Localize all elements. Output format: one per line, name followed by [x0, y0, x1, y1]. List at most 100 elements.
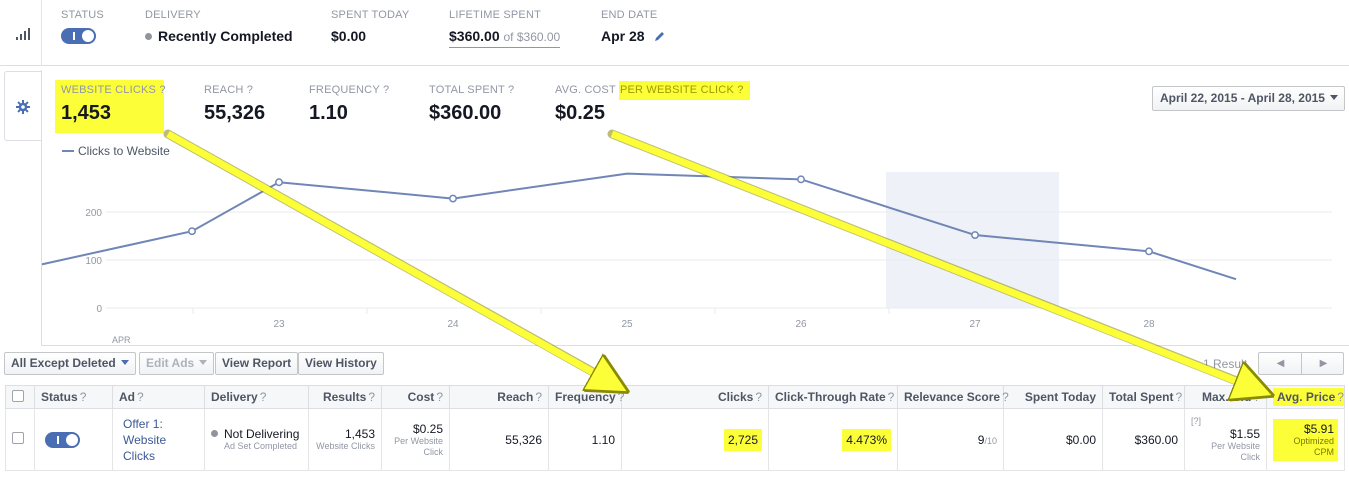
end-date-value: Apr 28 [601, 28, 645, 44]
header-relevance[interactable]: Relevance Score? [897, 385, 1009, 409]
metric-label-a: AVG. COST [555, 84, 616, 96]
row-reach: 55,326 [449, 408, 549, 471]
result-count: 1 Result [1203, 357, 1248, 371]
metric-label: FREQUENCY [309, 84, 380, 96]
max-bid-help[interactable]: [?] [1191, 416, 1202, 426]
header-label: Max. Bid [1201, 390, 1252, 404]
help-icon[interactable]: ? [259, 390, 267, 404]
metric-value: $0.25 [555, 102, 606, 124]
clicks-line-chart: 0 100 200 23 24 25 26 27 28 APR [42, 172, 1332, 345]
help-icon[interactable]: ? [1253, 390, 1260, 404]
header-ctr[interactable]: Click-Through Rate? [768, 385, 898, 409]
help-icon[interactable]: ? [137, 390, 144, 404]
ad-name-link[interactable]: Offer 1: Website Clicks [123, 416, 167, 463]
data-point [971, 231, 979, 239]
x-tick-label: 26 [795, 319, 807, 330]
help-icon[interactable]: ? [737, 84, 744, 96]
checkbox[interactable] [12, 432, 24, 444]
help-icon[interactable]: ? [617, 390, 625, 404]
lifetime-value: $360.00 [449, 28, 500, 44]
metric-value: 1.10 [309, 102, 348, 124]
delivery-label: DELIVERY [145, 9, 201, 21]
header-label: Reach [497, 390, 534, 404]
help-icon[interactable]: ? [159, 84, 166, 96]
header-spent-today[interactable]: Spent Today [1003, 385, 1103, 409]
edit-ads-button[interactable]: Edit Ads [139, 352, 215, 375]
header-status[interactable]: Status? [34, 385, 113, 409]
help-icon[interactable]: ? [436, 390, 443, 404]
header-avg-price[interactable]: Avg. Price? [1266, 385, 1345, 409]
row-select[interactable] [5, 408, 35, 471]
status-label: STATUS [61, 9, 104, 21]
help-icon[interactable]: ? [1175, 390, 1183, 404]
help-icon[interactable]: ? [1337, 390, 1344, 404]
metric-value: $360.00 [429, 102, 502, 124]
gear-icon [16, 100, 30, 114]
status-toggle[interactable] [45, 431, 80, 448]
delivery-value: Recently Completed [158, 28, 293, 44]
results-sub: Website Clicks [316, 441, 375, 451]
help-icon[interactable]: ? [1002, 390, 1009, 404]
delivery-sub: Ad Set Completed [224, 441, 298, 451]
status-stat: STATUS [61, 9, 104, 44]
help-icon[interactable]: ? [887, 390, 895, 404]
header-clicks[interactable]: Clicks? [621, 385, 769, 409]
x-tick-label: 24 [447, 319, 459, 330]
data-point [275, 178, 283, 187]
spent-today-stat: SPENT TODAY $0.00 [331, 9, 409, 44]
header-total-spent[interactable]: Total Spent? [1102, 385, 1185, 409]
pager: ◀ ▶ [1258, 352, 1344, 375]
header-select-all[interactable] [5, 385, 35, 409]
pencil-icon[interactable] [654, 31, 665, 42]
results-value: 1,453 [344, 427, 375, 441]
row-max-bid: [?] $1.55 Per Website Click [1184, 408, 1267, 471]
help-icon[interactable]: ? [368, 390, 375, 404]
ctr-value: 4.473% [842, 428, 891, 451]
help-icon[interactable]: ? [535, 390, 542, 404]
lifetime-value-wrap[interactable]: $360.00 of $360.00 [449, 28, 561, 48]
header-label: Ad [119, 390, 135, 404]
spent-today-label: SPENT TODAY [331, 9, 410, 21]
row-status [34, 408, 113, 471]
metric-total-spent: TOTAL SPENT ? $360.00 [429, 84, 514, 125]
header-label: Click-Through Rate [775, 390, 886, 404]
help-icon[interactable]: ? [508, 84, 515, 96]
header-reach[interactable]: Reach? [449, 385, 549, 409]
header-frequency[interactable]: Frequency? [548, 385, 625, 409]
help-icon[interactable]: ? [755, 390, 762, 404]
header-label: Spent Today [1024, 390, 1096, 404]
checkbox[interactable] [12, 389, 24, 402]
avg-price-value: $5.91 [1303, 421, 1334, 436]
view-report-button[interactable]: View Report [215, 352, 299, 375]
data-point [188, 227, 196, 236]
left-rail [0, 0, 42, 66]
help-icon[interactable]: ? [246, 84, 254, 96]
next-page-icon[interactable]: ▶ [1319, 358, 1328, 369]
signal-bars-icon[interactable] [15, 28, 31, 40]
data-point [797, 175, 805, 184]
help-icon[interactable]: ? [79, 390, 87, 404]
header-cost[interactable]: Cost? [381, 385, 450, 409]
settings-tab[interactable] [4, 71, 42, 141]
relevance-of: /10 [984, 435, 997, 446]
header-max-bid[interactable]: Max. Bid? [1184, 385, 1267, 409]
filter-dropdown[interactable]: All Except Deleted [4, 352, 136, 375]
prev-page-icon[interactable]: ◀ [1276, 358, 1285, 369]
header-ad[interactable]: Ad? [112, 385, 205, 409]
filter-label: All Except Deleted [11, 356, 116, 370]
metric-website-clicks: WEBSITE CLICKS ? 1,453 [55, 80, 166, 133]
row-results: 1,453 Website Clicks [308, 408, 382, 471]
max-bid-sub: Per Website Click [1211, 441, 1260, 462]
delivery-dot-icon [211, 430, 218, 437]
date-range-picker[interactable]: April 22, 2015 - April 28, 2015 [1152, 86, 1345, 111]
header-delivery[interactable]: Delivery? [204, 385, 309, 409]
view-history-button[interactable]: View History [298, 352, 384, 375]
max-bid-value: $1.55 [1229, 427, 1260, 441]
status-toggle[interactable] [61, 28, 96, 44]
header-results[interactable]: Results? [308, 385, 382, 409]
legend-label: Clicks to Website [78, 144, 170, 158]
legend-swatch [62, 150, 74, 152]
y-tick-label: 0 [96, 304, 102, 315]
metric-value: 55,326 [204, 102, 266, 124]
help-icon[interactable]: ? [382, 84, 390, 96]
